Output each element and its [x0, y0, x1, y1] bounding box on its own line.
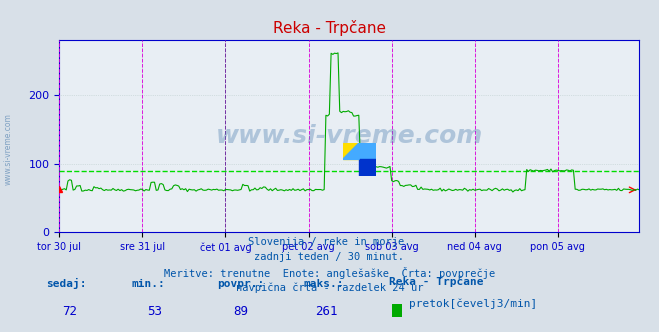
Bar [343, 143, 359, 159]
Text: 261: 261 [315, 305, 337, 318]
Text: Meritve: trenutne  Enote: anglešaške  Črta: povprečje: Meritve: trenutne Enote: anglešaške Črta… [164, 267, 495, 279]
Text: www.si-vreme.com: www.si-vreme.com [3, 114, 13, 185]
Text: Slovenija / reke in morje.: Slovenija / reke in morje. [248, 237, 411, 247]
Text: 72: 72 [62, 305, 76, 318]
Text: 89: 89 [233, 305, 248, 318]
Text: min.:: min.: [132, 279, 165, 289]
Bar [359, 143, 376, 159]
Text: Reka - Trpčane: Reka - Trpčane [389, 277, 483, 287]
Text: povpr.:: povpr.: [217, 279, 265, 289]
Text: navpična črta - razdelek 24 ur: navpična črta - razdelek 24 ur [236, 282, 423, 293]
Text: maks.:: maks.: [303, 279, 343, 289]
Bar [359, 159, 376, 176]
Text: Reka - Trpčane: Reka - Trpčane [273, 20, 386, 36]
Text: 53: 53 [148, 305, 162, 318]
Text: pretok[čevelj3/min]: pretok[čevelj3/min] [409, 298, 537, 309]
Text: sedaj:: sedaj: [46, 278, 86, 289]
Text: www.si-vreme.com: www.si-vreme.com [215, 124, 483, 148]
Polygon shape [343, 143, 359, 159]
Text: zadnji teden / 30 minut.: zadnji teden / 30 minut. [254, 252, 405, 262]
